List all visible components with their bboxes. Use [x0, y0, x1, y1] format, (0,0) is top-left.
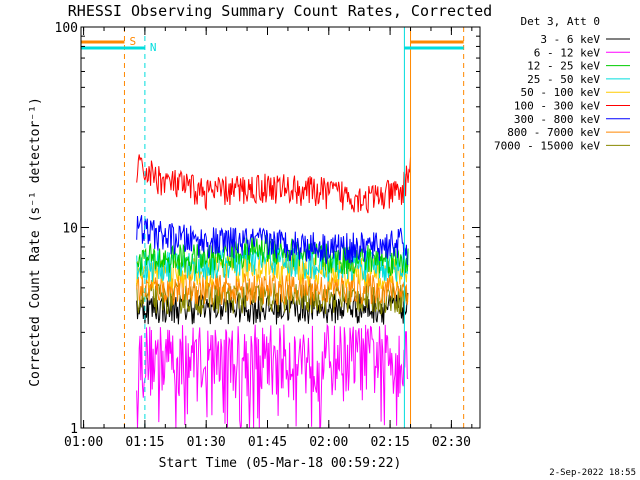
- x-axis-label: Start Time (05-Mar-18 00:59:22): [159, 456, 402, 471]
- y-tick-label: 10: [62, 222, 78, 237]
- y-tick-label: 100: [55, 21, 78, 36]
- x-tick-label: 02:00: [309, 435, 348, 450]
- axes-layer: 01:00 01:15 01:30 01:45 02:00 02:15 02:30 1 10 10…: [55, 21, 481, 450]
- legend-entry-label: 800 - 7000 keV: [507, 126, 600, 139]
- legend-entry-label: 6 - 12 keV: [534, 46, 601, 59]
- legend-entry-label: 12 - 25 keV: [527, 60, 600, 73]
- n-flag-label: N: [150, 41, 157, 54]
- legend-entry-label: 3 - 6 keV: [540, 33, 600, 46]
- series-300-800-kev-line: [136, 215, 409, 265]
- y-axis-label: Corrected Count Rate (s⁻¹ detector⁻¹): [28, 97, 43, 387]
- x-tick-label: 01:45: [248, 435, 287, 450]
- series-layer: [136, 154, 411, 429]
- legend-entry-label: 100 - 300 keV: [514, 100, 600, 113]
- x-tick-label: 02:15: [371, 435, 410, 450]
- legend-entry-label: 7000 - 15000 keV: [494, 139, 600, 152]
- y-tick-label: 1: [70, 422, 78, 437]
- generated-timestamp: 2-Sep-2022 18:55: [549, 468, 636, 478]
- series-100-300-kev-line: [136, 154, 411, 214]
- legend-entry-label: 50 - 100 keV: [521, 86, 601, 99]
- legend-header: Det 3, Att 0: [521, 15, 600, 28]
- series-25-50-kev-line: [136, 245, 409, 282]
- legend-entry-label: 300 - 800 keV: [514, 113, 600, 126]
- x-tick-label: 01:15: [125, 435, 164, 450]
- s-flag-label: S: [129, 35, 136, 48]
- series-6-12-kev-line: [136, 323, 409, 429]
- x-tick-label: 01:30: [187, 435, 226, 450]
- chart-title: RHESSI Observing Summary Count Rates, Co…: [68, 2, 492, 20]
- x-tick-label: 02:30: [432, 435, 471, 450]
- x-tick-label: 01:00: [64, 435, 103, 450]
- legend-entry-label: 25 - 50 keV: [527, 73, 600, 86]
